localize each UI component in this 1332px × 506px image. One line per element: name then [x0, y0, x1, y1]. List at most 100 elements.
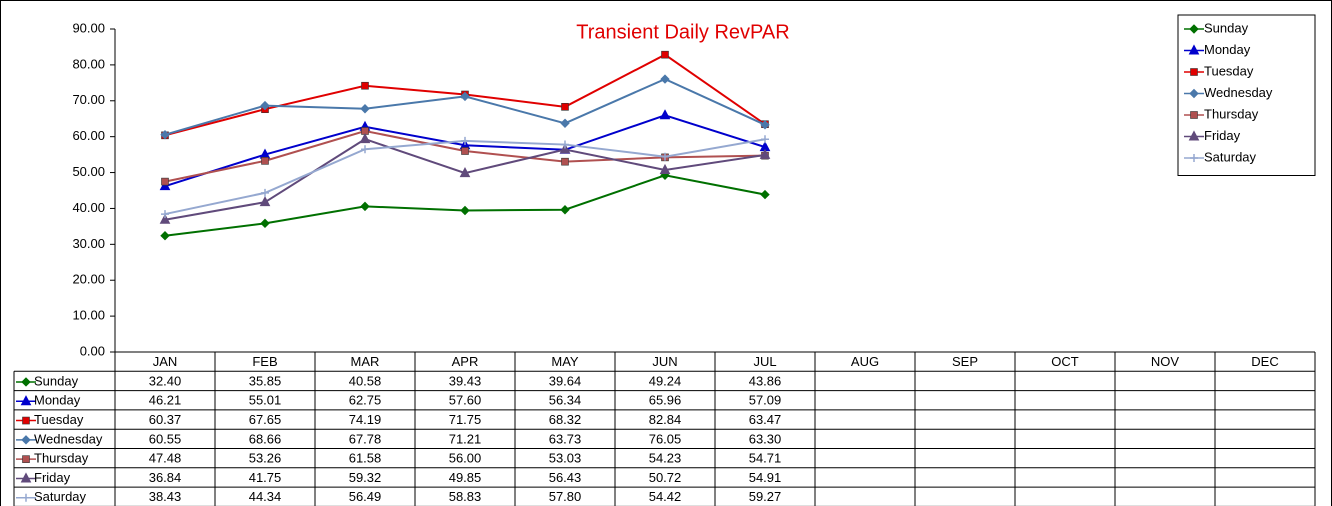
marker — [21, 435, 31, 445]
table-cell: 53.26 — [249, 451, 282, 466]
marker — [160, 129, 170, 140]
marker — [460, 205, 470, 216]
marker — [1190, 111, 1198, 119]
legend-box — [1177, 14, 1316, 176]
marker — [1190, 68, 1198, 76]
marker — [461, 136, 469, 145]
y-tick-label: 60.00 — [72, 128, 105, 143]
marker — [461, 147, 469, 155]
x-tick-label: DEC — [1251, 354, 1278, 369]
marker — [361, 81, 369, 90]
x-tick-label: JAN — [153, 354, 178, 369]
table-cell: 55.01 — [249, 393, 282, 408]
x-tick-label: OCT — [1051, 354, 1079, 369]
legend-label: Wednesday — [1204, 85, 1273, 100]
marker — [560, 205, 570, 215]
table-cell: 39.43 — [449, 373, 482, 388]
table-cell: 49.85 — [449, 470, 482, 485]
marker — [260, 100, 270, 111]
table-cell: 54.71 — [749, 451, 782, 466]
table-cell: 71.21 — [449, 431, 482, 446]
marker — [561, 140, 569, 149]
table-cell: 67.65 — [249, 412, 282, 427]
table-cell: 46.21 — [149, 393, 182, 408]
marker — [360, 104, 370, 114]
y-tick-label: 70.00 — [72, 92, 105, 107]
table-cell: 54.91 — [749, 470, 782, 485]
marker — [360, 201, 370, 212]
y-tick-label: 40.00 — [72, 200, 105, 215]
y-tick-label: 90.00 — [72, 20, 105, 35]
table-cell: 36.84 — [149, 470, 182, 485]
table-cell: 54.23 — [649, 451, 682, 466]
table-cell: 57.09 — [749, 393, 782, 408]
table-cell: 60.37 — [149, 412, 182, 427]
marker — [22, 416, 30, 425]
marker — [561, 157, 569, 166]
table-cell: 63.47 — [749, 412, 782, 427]
table-cell: 76.05 — [649, 431, 682, 446]
table-cell: 68.66 — [249, 431, 282, 446]
table-cell: 65.96 — [649, 393, 682, 408]
y-tick-label: 10.00 — [72, 308, 105, 323]
table-cell: 50.72 — [649, 470, 682, 485]
table-cell: 39.64 — [549, 373, 582, 388]
marker — [161, 210, 169, 219]
table-cell: 71.75 — [449, 412, 482, 427]
marker — [1190, 154, 1198, 162]
marker — [661, 50, 669, 59]
y-tick-label: 50.00 — [72, 164, 105, 179]
marker — [660, 74, 670, 84]
legend-label: Saturday — [1204, 149, 1257, 164]
y-tick-label: 80.00 — [72, 56, 105, 71]
marker — [161, 177, 169, 186]
table-cell: 60.55 — [149, 431, 182, 446]
marker — [261, 188, 269, 197]
table-cell: 68.32 — [549, 412, 582, 427]
table-row-label: Saturday — [34, 489, 87, 504]
table-cell: 38.43 — [149, 489, 182, 504]
marker — [159, 180, 171, 191]
table-cell: 56.49 — [349, 489, 382, 504]
table-cell: 59.32 — [349, 470, 382, 485]
marker — [159, 213, 171, 224]
table-cell: 56.34 — [549, 393, 582, 408]
marker — [20, 395, 32, 406]
table-cell: 40.58 — [349, 373, 382, 388]
x-tick-label: FEB — [252, 354, 277, 369]
table-row-label: Monday — [34, 393, 81, 408]
marker — [160, 231, 170, 241]
marker — [1188, 130, 1200, 141]
y-tick-label: 30.00 — [72, 236, 105, 251]
marker — [259, 196, 271, 207]
x-tick-label: NOV — [1151, 354, 1180, 369]
series-line — [164, 77, 766, 136]
marker — [1189, 88, 1199, 99]
table-cell: 57.80 — [549, 489, 582, 504]
table-cell: 53.03 — [549, 451, 582, 466]
table-cell: 41.75 — [249, 470, 282, 485]
marker — [761, 135, 769, 144]
table-row-label: Thursday — [34, 451, 89, 466]
chart-title: Transient Daily RevPAR — [576, 21, 789, 43]
series-line — [164, 174, 766, 237]
table-cell: 49.24 — [649, 373, 682, 388]
table-cell: 57.60 — [449, 393, 482, 408]
table-cell: 32.40 — [149, 373, 182, 388]
marker — [361, 145, 369, 154]
table-cell: 82.84 — [649, 412, 682, 427]
marker — [659, 109, 671, 120]
table-cell: 47.48 — [149, 451, 182, 466]
marker — [1188, 44, 1200, 55]
x-tick-label: MAY — [551, 354, 579, 369]
x-tick-label: JUN — [652, 354, 677, 369]
legend-label: Monday — [1204, 42, 1251, 57]
table-cell: 63.73 — [549, 431, 582, 446]
marker — [1189, 24, 1199, 34]
table-row-label: Tuesday — [34, 412, 84, 427]
marker — [561, 103, 569, 111]
table-cell: 44.34 — [249, 489, 282, 504]
table-cell: 62.75 — [349, 393, 382, 408]
marker — [659, 163, 671, 174]
